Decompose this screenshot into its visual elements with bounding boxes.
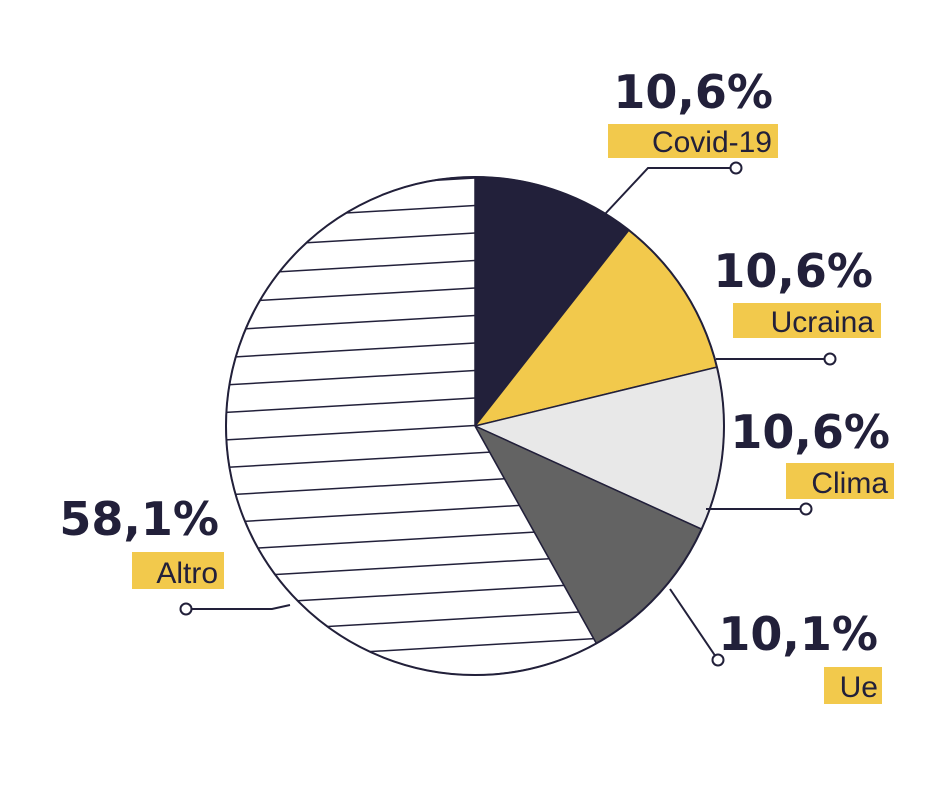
altro-hatch-line [226,409,597,442]
altro-hatch-line [226,299,597,332]
leader-line-covid-19 [604,167,736,215]
leader-dot-covid-19 [729,161,743,175]
category-label-ucraina: Ucraina [771,306,875,339]
altro-hatch-line [226,574,597,607]
category-label-clima: Clima [811,467,888,500]
category-highlight-ue [824,667,882,704]
category-highlight-ucraina [733,303,881,338]
category-label-ue: Ue [840,671,878,704]
altro-hatch-line [226,327,597,359]
altro-hatch-line [226,464,597,497]
pie-outline [225,176,725,676]
leader-line-ue [669,588,719,661]
altro-hatch-line [226,492,597,524]
altro-hatch-line [226,244,597,277]
value-label-ue: 10,1% [718,607,878,661]
leader-dot-altro [179,602,193,616]
value-label-clima: 10,6% [730,405,890,459]
category-label-altro: Altro [156,557,218,590]
altro-hatch-line [226,437,597,469]
category-highlight-altro [132,552,224,589]
altro-hatch-line [226,519,597,552]
category-highlight-covid-19 [608,124,778,158]
leader-line-altro [186,604,291,610]
category-highlight-clima [786,463,894,499]
category-label-covid-19: Covid-19 [652,126,772,159]
leader-dot-ucraina [823,352,837,366]
value-label-covid-19: 10,6% [613,65,773,119]
altro-hatch-line [226,354,597,387]
altro-hatch-line [226,272,597,304]
leader-dot-ue [711,653,725,667]
altro-hatch-line [226,547,597,579]
leader-dot-clima [799,502,813,516]
altro-hatch-line [226,382,597,414]
value-label-ucraina: 10,6% [713,244,873,298]
value-label-altro: 58,1% [59,492,219,546]
